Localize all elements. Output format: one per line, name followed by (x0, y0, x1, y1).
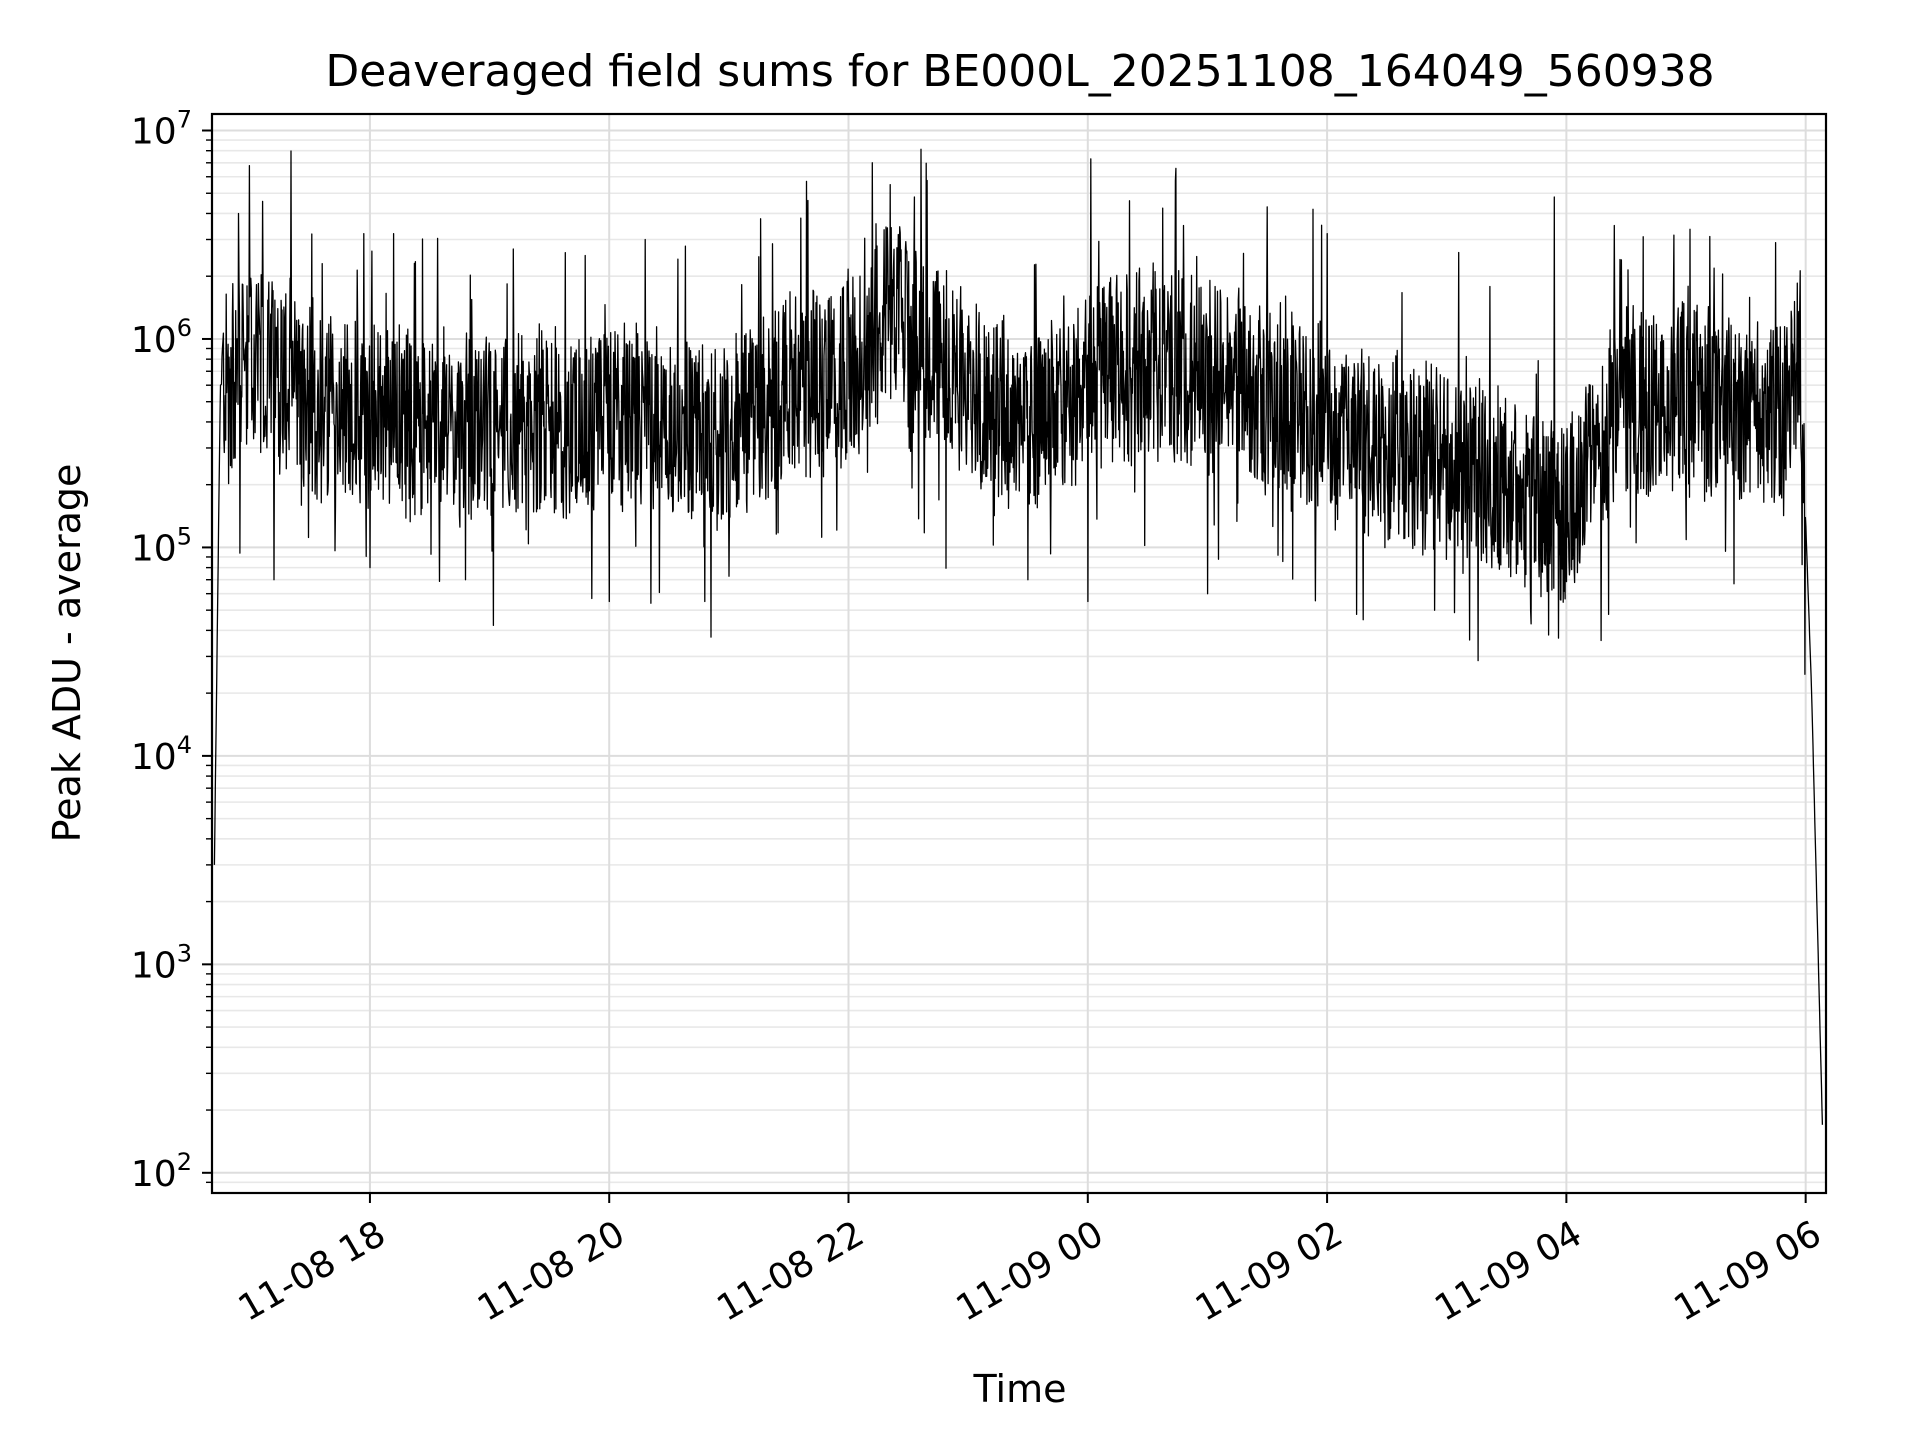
y-axis-label: Peak ADU - average (45, 464, 89, 843)
y-tick-base: 10 (131, 1154, 177, 1195)
y-tick-exponent: 6 (177, 314, 192, 342)
y-tick-exponent: 3 (177, 939, 192, 967)
y-tick-exponent: 4 (177, 731, 192, 759)
y-tick-base: 10 (131, 737, 177, 778)
data-series-line (213, 148, 1824, 1125)
y-tick-label: 107 (131, 106, 192, 153)
chart-title: Deaveraged field sums for BE000L_2025110… (325, 46, 1714, 97)
x-axis-label: Time (973, 1367, 1067, 1411)
y-tick-label: 102 (131, 1148, 192, 1195)
y-tick-label: 104 (131, 731, 192, 778)
y-tick-label: 103 (131, 939, 192, 986)
y-tick-base: 10 (131, 112, 177, 153)
y-tick-label: 105 (131, 522, 192, 569)
y-tick-base: 10 (131, 320, 177, 361)
y-tick-base: 10 (131, 945, 177, 986)
y-tick-base: 10 (131, 528, 177, 569)
y-tick-label: 106 (131, 314, 192, 361)
y-tick-exponent: 7 (177, 106, 192, 134)
y-tick-exponent: 2 (177, 1148, 192, 1176)
y-gridlines (212, 129, 1826, 1184)
plot-frame (210, 112, 1828, 1195)
y-tick-exponent: 5 (177, 522, 192, 550)
